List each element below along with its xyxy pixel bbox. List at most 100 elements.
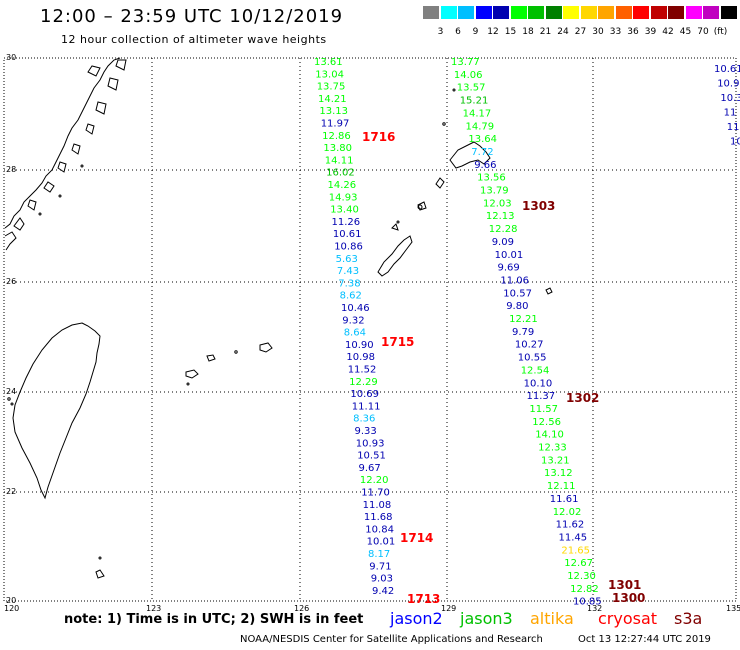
wave-height-value: 14.79 xyxy=(466,121,495,132)
ryukyu-islet xyxy=(186,382,190,386)
wave-height-value: 10.61 xyxy=(714,64,740,75)
orbit-label-1716: 1716 xyxy=(362,130,395,144)
china-coast xyxy=(95,101,107,115)
china-coast xyxy=(85,123,95,135)
colorbar-swatch xyxy=(475,6,492,19)
wave-height-value: 9.03 xyxy=(371,574,393,585)
okinawa-island xyxy=(377,235,413,277)
wave-height-value: 7.38 xyxy=(338,278,360,289)
longitude-label: 129 xyxy=(441,604,456,613)
okinawa-islet xyxy=(396,220,400,224)
colorbar-swatch xyxy=(563,6,579,19)
wave-height-value: 15.21 xyxy=(460,96,489,107)
china-coast xyxy=(107,77,119,91)
colorbar-label: 27 xyxy=(574,27,587,37)
longitude-labels: 120 123 126 129 132 135 xyxy=(4,604,740,613)
wave-height-value: 13.13 xyxy=(319,106,348,117)
wave-height-value: 10 xyxy=(730,137,740,148)
latitude-label: 20 xyxy=(6,596,16,605)
wave-height-value: 8.36 xyxy=(353,414,375,425)
colorbar-label: 39 xyxy=(644,27,657,37)
colorbar-label: 21 xyxy=(539,27,552,37)
colorbar-swatch xyxy=(528,6,544,19)
wave-height-value: 9.69 xyxy=(498,263,520,274)
wave-height-value: 9.71 xyxy=(369,561,391,572)
colorbar-label: 3 xyxy=(437,27,444,37)
wave-height-value: 9.32 xyxy=(342,315,364,326)
wave-height-value: 13.57 xyxy=(457,83,486,94)
orbit-label-1300: 1300 xyxy=(612,591,645,605)
wave-height-value: 10.01 xyxy=(495,250,524,261)
yakushima-islet xyxy=(452,88,456,92)
wave-height-value: 11.26 xyxy=(332,217,361,228)
wave-height-value: 13.12 xyxy=(544,468,573,479)
wave-height-value: 11.06 xyxy=(500,275,529,286)
wave-height-value: 13.56 xyxy=(477,173,506,184)
wave-height-value: 13.61 xyxy=(314,57,343,68)
colorbar-swatch xyxy=(580,6,597,19)
colorbar-label: 9 xyxy=(472,27,479,37)
lat-lon-grid xyxy=(4,58,736,601)
wave-height-value: 8.17 xyxy=(368,549,390,560)
tokunoshima-island xyxy=(417,201,427,211)
wave-height-value: 14.17 xyxy=(463,108,492,119)
wave-height-value: 10.98 xyxy=(346,352,375,363)
colorbar-swatch xyxy=(545,6,562,19)
colorbar-label: 33 xyxy=(609,27,622,37)
wave-height-value: 8.62 xyxy=(340,291,362,302)
wave-height-value: 13.80 xyxy=(323,143,352,154)
wave-height-value: 11.97 xyxy=(321,119,350,130)
wave-height-value: 12.11 xyxy=(547,481,576,492)
colorbar-swatch xyxy=(633,6,649,19)
yaeyama-islands xyxy=(185,369,199,379)
colorbar-label: 36 xyxy=(627,27,639,37)
wave-height-value: 12.13 xyxy=(486,211,515,222)
orbit-label-1303: 1303 xyxy=(522,199,555,213)
wave-height-value: 9.67 xyxy=(359,463,381,474)
coastal-islet xyxy=(38,212,42,216)
wave-height-value: 13.75 xyxy=(317,82,346,93)
satellite-label-s3a: s3a xyxy=(674,609,703,628)
wave-height-value: 10.10 xyxy=(524,378,553,389)
coastal-islet xyxy=(58,194,62,198)
wave-height-value: 11.52 xyxy=(348,365,377,376)
china-coast xyxy=(13,217,25,231)
wave-height-value: 11.68 xyxy=(364,512,393,523)
wave-height-value: 11.11 xyxy=(352,401,381,412)
wave-height-value: 12.33 xyxy=(538,443,567,454)
wave-height-value: 11.57 xyxy=(529,404,558,415)
wave-height-value: 16.02 xyxy=(326,168,355,179)
wave-height-value: 10.9 xyxy=(717,79,739,90)
china-coast xyxy=(4,57,121,229)
wave-height-value: 12.03 xyxy=(483,198,512,209)
wave-height-value: 9.42 xyxy=(372,586,394,597)
wave-height-value: 10.57 xyxy=(503,288,532,299)
wave-height-value: 10.93 xyxy=(356,438,385,449)
satellite-label-jason3: jason3 xyxy=(460,609,513,628)
colorbar-swatch xyxy=(703,6,719,19)
wave-height-value: 11.08 xyxy=(363,500,392,511)
orbit-label-1301: 1301 xyxy=(608,578,641,592)
orbit-label-1715: 1715 xyxy=(381,335,414,349)
wave-height-value: 7.43 xyxy=(337,266,359,277)
colorbar-swatch xyxy=(650,6,667,19)
coastal-islet xyxy=(80,164,84,168)
orbit-label-1713: 1713 xyxy=(407,592,440,606)
wave-height-value: 10.55 xyxy=(518,353,547,364)
wave-height-value: 12.56 xyxy=(532,417,561,428)
colorbar-label: 24 xyxy=(557,27,569,37)
wave-height-value: 13.40 xyxy=(330,205,359,216)
colorbar-swatch xyxy=(720,6,737,19)
wave-height-value: 12.54 xyxy=(521,365,550,376)
wave-height-value: 10.86 xyxy=(334,242,363,253)
wave-height-value: 8.64 xyxy=(344,328,366,339)
small-islet xyxy=(98,556,102,560)
wave-height-value: 10.46 xyxy=(341,303,370,314)
china-coast xyxy=(4,231,17,251)
colorbar-label: 70 xyxy=(697,27,709,37)
wave-height-value: 11.61 xyxy=(550,494,579,505)
orbit-label-1714: 1714 xyxy=(400,531,433,545)
longitude-label: 123 xyxy=(146,604,161,613)
